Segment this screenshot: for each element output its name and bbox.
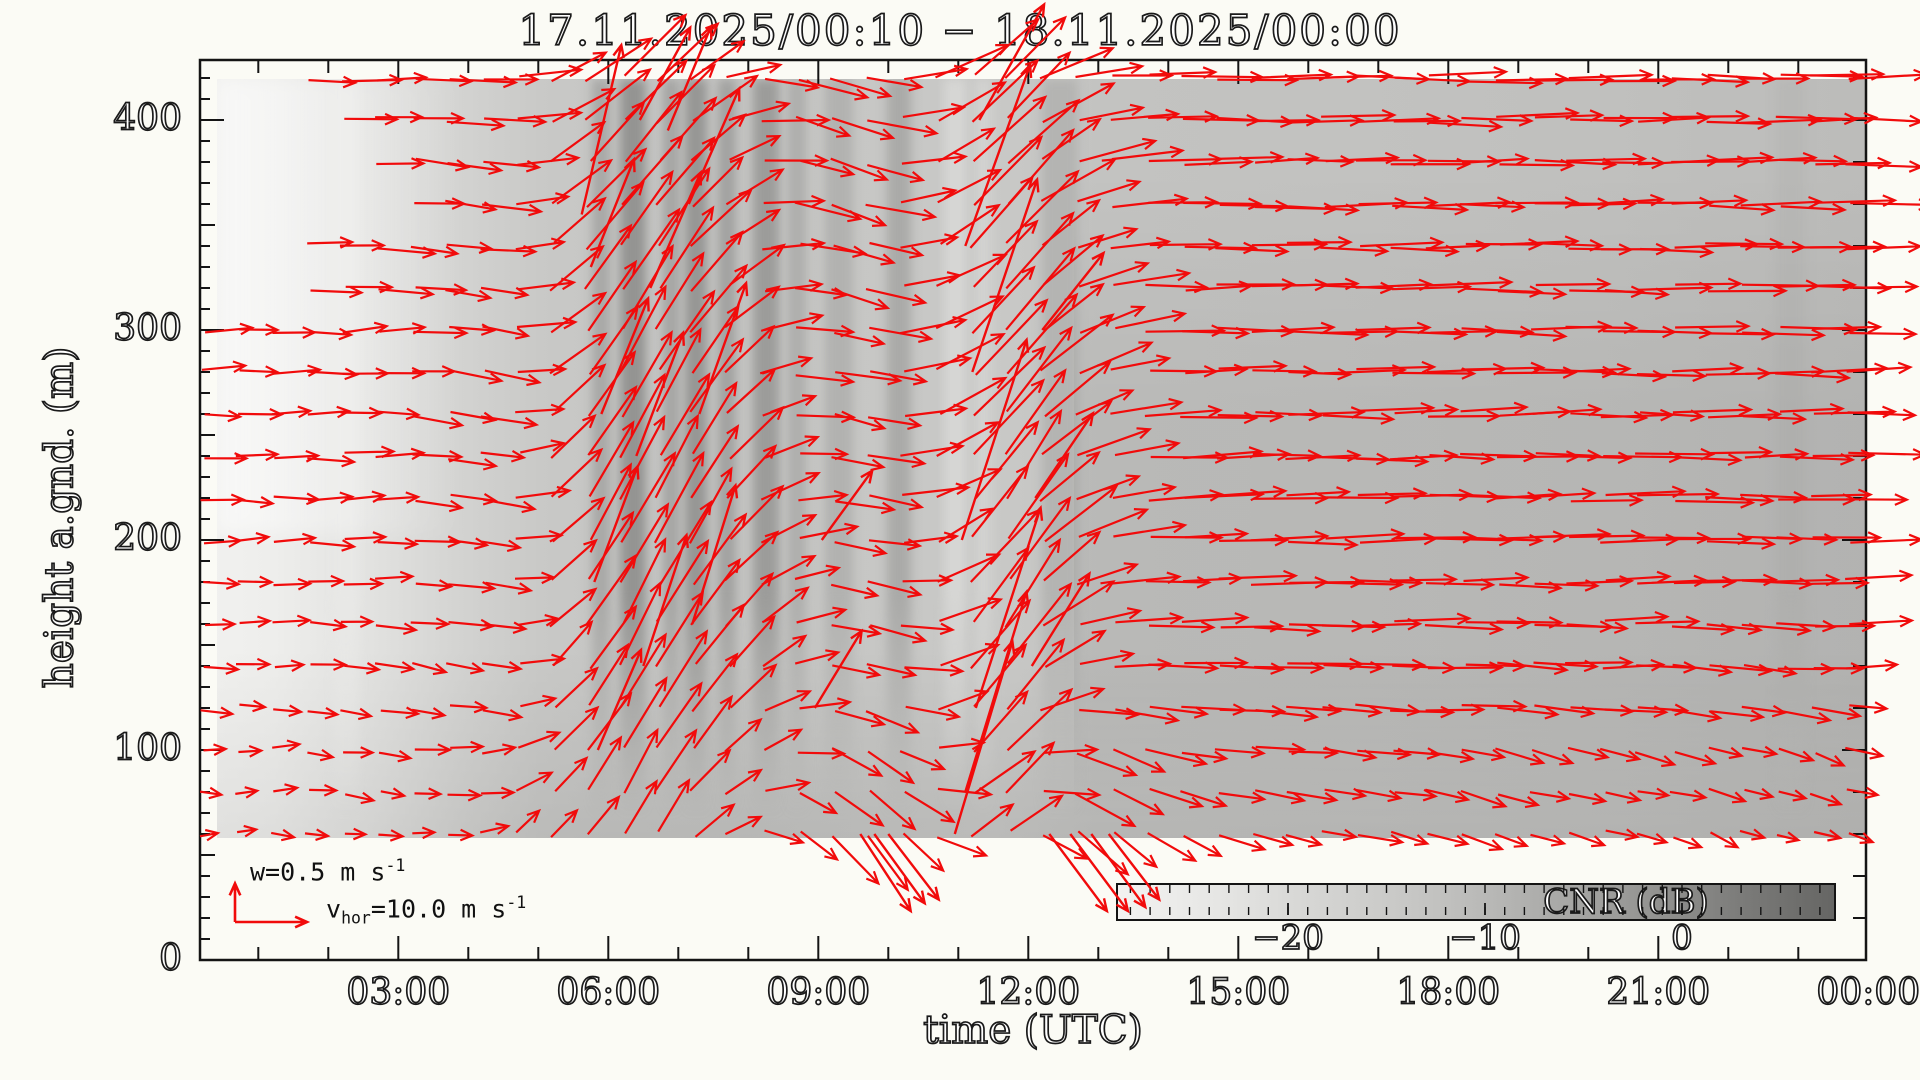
colorbar-tick-label: 0 xyxy=(1670,917,1693,959)
y-tick-label: 400 xyxy=(112,97,182,140)
y-tick-label: 200 xyxy=(112,517,182,560)
x-tick-label: 03:00 xyxy=(346,971,451,1014)
legend-vhor-scale: vhor=10.0 m s-1 xyxy=(326,893,527,928)
x-tick-label: 21:00 xyxy=(1606,971,1711,1014)
plot-title: 17.11.2025/00:10 − 18.11.2025/00:00 xyxy=(518,5,1402,56)
cnr-pale-patch xyxy=(217,79,465,535)
y-tick-label: 300 xyxy=(112,307,182,350)
cnr-streak xyxy=(718,79,737,838)
legend-w-scale: w=0.5 m s-1 xyxy=(250,856,406,887)
x-axis-title: time (UTC) xyxy=(922,1007,1143,1054)
x-tick-label: 00:00 xyxy=(1816,971,1920,1014)
cnr-colorbar: CNR (dB) xyxy=(1116,881,1836,923)
x-tick-label: 15:00 xyxy=(1186,971,1291,1014)
y-tick-label: 0 xyxy=(158,937,183,980)
x-tick-label: 06:00 xyxy=(556,971,661,1014)
cnr-streak xyxy=(943,79,966,838)
y-tick-label: 100 xyxy=(112,727,182,770)
x-tick-label: 12:00 xyxy=(976,971,1081,1014)
colorbar-tick-label: −10 xyxy=(1448,917,1521,959)
cnr-streak xyxy=(788,79,807,838)
x-tick-label: 18:00 xyxy=(1396,971,1501,1014)
x-tick-label: 09:00 xyxy=(766,971,871,1014)
colorbar-tick-label: −20 xyxy=(1251,917,1324,959)
